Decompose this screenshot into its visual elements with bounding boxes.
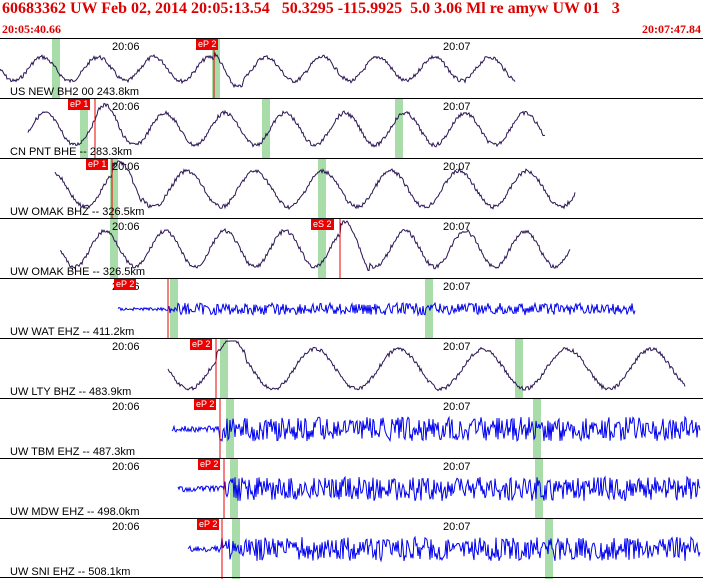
event-header: 60683362 UW Feb 02, 2014 20:05:13.54 50.… [0,0,703,38]
phase-window-band [52,39,60,99]
station-label: UW LTY BHZ -- 483.9km [10,386,132,398]
phase-window-band [318,159,326,219]
time-tick-label: 20:06 [112,41,140,53]
time-tick-label: 20:07 [443,461,471,473]
station-label: UW OMAK BHZ -- 326.5km [10,206,145,218]
trace-line [27,102,545,148]
station-label: CN PNT BHE -- 283.3km [10,146,133,158]
phase-pick-label[interactable]: eP 2 [197,519,220,530]
trace-line [117,301,636,317]
phase-pick-label[interactable]: eP 2 [190,339,213,350]
phase-pick-label[interactable]: eP 2 [198,459,221,470]
seismogram-panels: 20:06 20:07 eP 2 US NEW BH2 00 243.8km 2… [0,38,703,579]
trace-line [171,415,701,443]
station-label: UW TBM EHZ -- 487.3km [10,446,136,458]
time-tick-label: 20:07 [443,221,471,233]
waveform-panel[interactable]: 20:06 20:07 eP 2 US NEW BH2 00 243.8km [0,38,703,99]
time-tick-label: 20:07 [443,41,471,53]
window-end-time: 20:07:47.84 [642,22,701,36]
trace-line [59,220,571,272]
waveform-trace [171,399,701,459]
trace-line [177,475,701,502]
station-label: UW SNI EHZ -- 508.1km [10,566,131,578]
phase-window-band [110,219,118,279]
waveform-trace [177,459,701,519]
time-tick-label: 20:07 [443,161,471,173]
phase-pick-label[interactable]: eP 2 [196,39,219,50]
station-label: UW MDW EHZ -- 498.0km [10,506,140,518]
phase-window-band [515,339,523,399]
phase-pick-label[interactable]: eP 1 [68,99,91,110]
time-tick-label: 20:06 [112,401,140,413]
trace-line [54,160,576,211]
time-tick-label: 20:07 [443,401,471,413]
phase-pick-label[interactable]: eP 2 [114,279,137,290]
waveform-panel[interactable]: 20:06 20:07 eP 2 UW WAT EHZ -- 411.2km [0,278,703,339]
phase-window-band [533,399,541,459]
phase-window-band [110,159,118,219]
phase-pick-label[interactable]: eS 2 [311,219,334,230]
station-label: US NEW BH2 00 243.8km [10,86,139,98]
waveform-panel[interactable]: 20:06 20:07 eP 2 UW SNI EHZ -- 508.1km [0,518,703,579]
time-tick-label: 20:06 [112,521,140,533]
phase-window-band [170,279,178,339]
waveform-trace [59,219,571,279]
time-tick-label: 20:06 [112,161,140,173]
phase-window-band [395,99,403,159]
trace-line [167,340,686,392]
window-start-time: 20:05:40.66 [2,22,61,36]
phase-window-band [318,219,326,279]
time-tick-label: 20:07 [443,341,471,353]
phase-window-band [80,99,88,159]
phase-pick-label[interactable]: eP 1 [86,159,109,170]
trace-line [0,51,516,89]
time-tick-label: 20:07 [443,281,471,293]
phase-window-band [545,519,553,579]
waveform-panel[interactable]: 20:06 20:07 eP 1 UW OMAK BHZ -- 326.5km [0,158,703,219]
phase-window-band [226,399,234,459]
waveform-trace [187,519,701,579]
waveform-panel[interactable]: 20:06 20:07 eP 2 UW TBM EHZ -- 487.3km [0,398,703,459]
phase-window-band [535,459,543,519]
time-tick-label: 20:06 [112,221,140,233]
waveform-panel[interactable]: 20:06 20:07 eP 2 UW LTY BHZ -- 483.9km [0,338,703,399]
waveform-trace [54,159,576,219]
phase-window-band [220,339,228,399]
station-label: UW OMAK BHE -- 326.5km [10,266,146,278]
phase-window-band [212,39,220,99]
waveform-trace [117,279,636,339]
time-tick-label: 20:07 [443,101,471,113]
waveform-trace [167,339,686,399]
phase-window-band [262,99,270,159]
waveform-panel[interactable]: 20:06 20:07 eP 2 UW MDW EHZ -- 498.0km [0,458,703,519]
time-tick-label: 20:07 [443,521,471,533]
time-tick-label: 20:06 [112,461,140,473]
time-tick-label: 20:06 [112,341,140,353]
waveform-trace [27,99,545,159]
time-tick-label: 20:06 [112,101,140,113]
waveform-panel[interactable]: 20:06 20:07 eP 1 CN PNT BHE -- 283.3km [0,98,703,159]
station-label: UW WAT EHZ -- 411.2km [10,326,135,338]
trace-line [187,535,701,563]
event-title: 60683362 UW Feb 02, 2014 20:05:13.54 50.… [2,0,620,17]
phase-pick-label[interactable]: eP 2 [194,399,217,410]
waveform-panel[interactable]: 20:06 20:07 eS 2 UW OMAK BHE -- 326.5km [0,218,703,279]
